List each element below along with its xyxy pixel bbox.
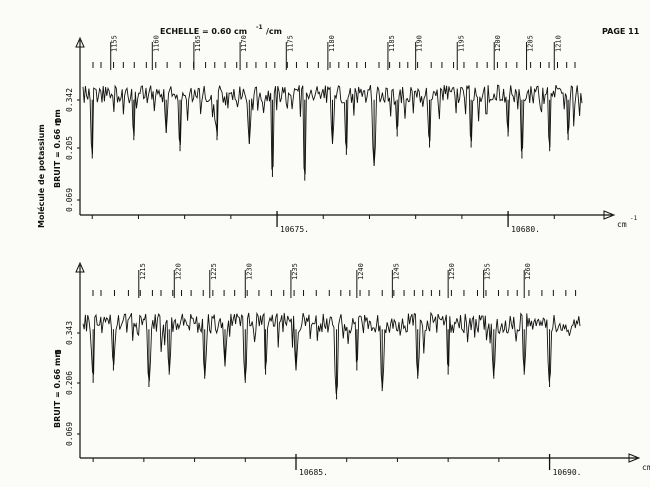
line-number-label: 1215 [139,263,147,280]
x-tick-label: 10675. [280,225,309,234]
y-tick-label: 0.205 [65,136,74,160]
line-number-label: 1255 [484,263,492,280]
line-number-label: 1170 [240,35,248,52]
line-number-label: 1165 [194,35,202,52]
line-number-label: 1245 [392,263,400,280]
x-axis-unit: cm [617,220,627,229]
axis-marker: I [54,118,63,123]
y-tick-label: 0.342 [65,88,74,112]
page-number: PAGE 11 [602,27,640,36]
x-axis-arrow [628,453,641,463]
x-tick-label: 10685. [299,468,328,477]
scale-label: ECHELLE = 0.60 cm [160,27,247,36]
line-number-label: 1235 [291,263,299,280]
noise-label: BRUIT = 0.66 mm [53,349,62,428]
spectrum-trace [82,311,581,394]
line-number-label: 1180 [328,35,336,52]
line-number-label: 1260 [524,263,532,280]
line-number-label: 1240 [357,263,365,280]
x-tick-label: 10690. [553,468,582,477]
line-number-label: 1175 [286,35,294,52]
scale-unit-tail: /cm [266,27,282,36]
y-tick-label: 0.069 [65,422,74,446]
line-number-label: 1160 [152,35,160,52]
y-tick-label: 0.069 [65,188,74,212]
line-number-label: 1225 [210,263,218,280]
scale-exponent: -1 [256,24,263,31]
y-tick-label: 0.206 [65,371,74,395]
y-axis-arrow [75,261,85,273]
line-number-label: 1190 [416,35,424,52]
x-axis-unit-exponent: -1 [630,215,638,222]
y-tick-label: 0.343 [65,321,74,345]
x-axis-arrow [603,210,616,220]
x-axis-unit: cm [642,463,650,472]
line-number-label: 1205 [527,35,535,52]
line-number-label: 1250 [448,263,456,280]
line-number-label: 1230 [245,263,253,280]
line-number-label: 1210 [554,35,562,52]
line-number-label: 1185 [388,35,396,52]
x-tick-label: 10680. [511,225,540,234]
noise-label: BRUIT = 0.66 mm [53,109,62,188]
line-number-label: 1155 [111,35,119,52]
line-number-label: 1195 [457,35,465,52]
line-number-label: 1220 [174,263,182,280]
y-axis-arrow [75,36,85,48]
y-axis-label: Molécule de potassium [36,124,46,228]
line-number-label: 1200 [494,35,502,52]
axis-marker: I [54,349,63,354]
